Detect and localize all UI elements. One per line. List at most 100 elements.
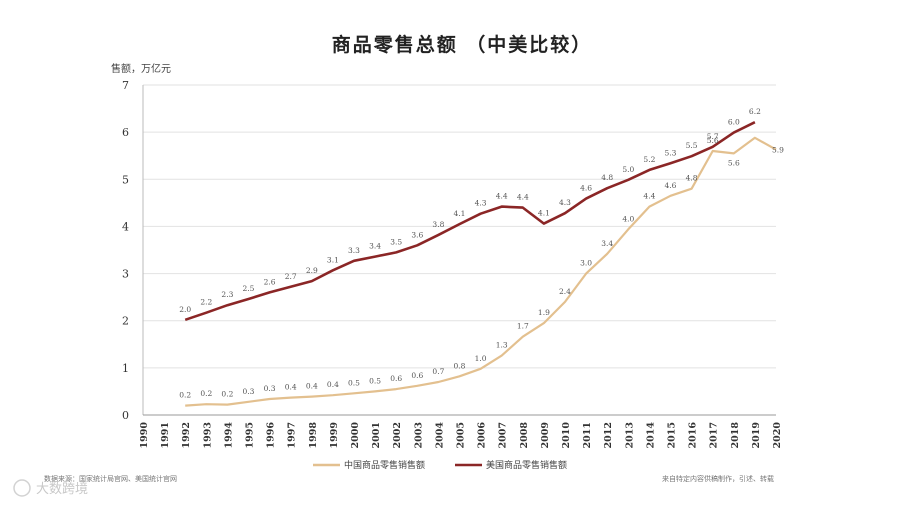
x-tick-label: 2018 xyxy=(730,422,741,449)
gridlines xyxy=(143,84,776,369)
series-line-china xyxy=(185,136,777,407)
x-tick-label: 2001 xyxy=(371,422,382,448)
data-label-usa: 2.2 xyxy=(200,298,212,307)
x-tick-label: 1996 xyxy=(266,422,277,449)
data-label-usa: 4.1 xyxy=(454,209,466,218)
y-axis-label: 售额，万亿元 xyxy=(111,62,171,75)
data-label-usa: 3.4 xyxy=(369,242,381,251)
data-label-usa: 5.7 xyxy=(707,132,719,141)
data-label-china: 4.8 xyxy=(686,174,698,183)
x-tick-label: 2010 xyxy=(561,422,572,449)
x-tick-label: 2020 xyxy=(772,422,783,449)
data-label-china: 0.6 xyxy=(411,371,423,380)
legend-label-china: 中国商品零售销售额 xyxy=(344,459,425,471)
data-label-china: 0.5 xyxy=(348,378,360,387)
data-labels: 0.2 0.2 0.2 0.3 0.3 0.4 0.4 0.4 0.5 0.5 0.6 0.6 0.7 0… xyxy=(179,107,784,399)
data-label-china: 0.4 xyxy=(306,382,318,391)
data-label-china: 0.6 xyxy=(390,374,402,383)
y-tick-label: 7 xyxy=(122,79,129,92)
x-tick-label: 1990 xyxy=(139,422,150,449)
data-label-usa: 5.3 xyxy=(665,148,677,157)
y-tick-label: 2 xyxy=(122,315,129,328)
x-tick-label: 1991 xyxy=(160,422,171,448)
x-tick-label: 1999 xyxy=(329,422,340,449)
data-label-usa: 3.6 xyxy=(411,230,423,239)
data-label-usa: 2.3 xyxy=(221,290,233,299)
data-label-china: 4.4 xyxy=(643,192,655,201)
data-label-china: 0.3 xyxy=(264,384,276,393)
x-tick-label: 2017 xyxy=(709,422,720,448)
x-tick-label: 2008 xyxy=(519,422,530,449)
data-label-china: 1.7 xyxy=(517,322,529,331)
x-tick-label: 2002 xyxy=(392,422,403,448)
data-label-china: 5.6 xyxy=(728,158,740,167)
x-tick-label: 2005 xyxy=(456,422,467,448)
source-note: 数据来源：国家统计局官网、美国统计官网 xyxy=(44,474,177,483)
x-tick-label: 2019 xyxy=(751,422,762,449)
axes: 0 1 2 3 4 5 6 7 1990 1991 1992 1993 1994 1995 1996 1997… xyxy=(122,79,783,448)
x-tick-label: 2013 xyxy=(624,422,635,448)
y-tick-label: 5 xyxy=(122,173,129,186)
series-line-usa xyxy=(184,121,756,322)
data-label-usa: 2.0 xyxy=(179,305,191,314)
x-tick-label: 2011 xyxy=(582,422,593,448)
data-label-china: 5.6 xyxy=(707,136,719,145)
x-tick-label: 2015 xyxy=(667,422,678,448)
data-label-china: 0.2 xyxy=(221,390,233,399)
data-label-usa: 4.8 xyxy=(601,173,613,182)
data-label-usa: 5.2 xyxy=(643,155,655,164)
x-tick-label: 2009 xyxy=(540,422,551,449)
data-label-usa: 6.0 xyxy=(728,118,740,127)
x-tick-label: 2016 xyxy=(688,422,699,449)
data-label-usa: 5.0 xyxy=(622,165,634,174)
data-label-china: 0.2 xyxy=(200,389,212,398)
series-lines xyxy=(184,121,777,407)
legend: 中国商品零售销售额 美国商品零售销售额 xyxy=(313,459,567,471)
data-label-china: 0.8 xyxy=(454,361,466,370)
data-label-china: 1.3 xyxy=(496,341,508,350)
data-label-china: 1.0 xyxy=(475,354,487,363)
y-tick-label: 6 xyxy=(122,126,129,139)
data-label-usa: 2.7 xyxy=(285,272,297,281)
watermark-logo: 大数跨境 xyxy=(13,479,88,497)
watermark-text: 大数跨境 xyxy=(36,482,88,497)
x-tick-label: 1995 xyxy=(245,422,256,448)
chart-title: 商品零售总额 （中美比较） xyxy=(332,33,593,56)
x-tick-label: 2014 xyxy=(645,422,656,449)
data-label-china: 2.4 xyxy=(559,287,571,296)
data-label-china: 0.4 xyxy=(327,380,339,389)
data-label-usa: 4.3 xyxy=(475,199,487,208)
x-tick-label: 2003 xyxy=(413,422,424,448)
data-label-usa: 4.3 xyxy=(559,198,571,207)
y-tick-label: 3 xyxy=(122,268,129,281)
source-note-right: 来自特定内容供稿制作，引述、转载 xyxy=(662,474,774,483)
data-label-china: 0.2 xyxy=(179,391,191,400)
data-label-usa: 4.6 xyxy=(580,184,592,193)
data-label-usa: 4.4 xyxy=(517,193,529,202)
y-tick-label: 0 xyxy=(122,409,129,422)
x-tick-label: 2012 xyxy=(603,422,614,448)
data-label-china: 0.7 xyxy=(432,367,444,376)
y-tick-label: 4 xyxy=(122,220,129,233)
data-label-china: 1.9 xyxy=(538,308,550,317)
data-label-usa: 3.1 xyxy=(327,255,339,264)
data-label-usa: 4.1 xyxy=(538,209,550,218)
x-tick-label: 2004 xyxy=(434,422,445,449)
data-label-usa: 3.5 xyxy=(390,237,402,246)
data-label-usa: 4.4 xyxy=(496,192,508,201)
x-tick-label: 1997 xyxy=(287,422,298,448)
data-label-china-extra: 5.9 xyxy=(772,146,784,155)
data-label-usa: 2.5 xyxy=(243,284,255,293)
x-tick-label: 2000 xyxy=(350,422,361,449)
data-label-usa: 3.3 xyxy=(348,246,360,255)
data-label-china: 0.5 xyxy=(369,376,381,385)
x-tick-label: 1994 xyxy=(223,422,234,449)
data-label-usa: 6.2 xyxy=(749,107,761,116)
data-label-china: 3.0 xyxy=(580,259,592,268)
x-tick-label: 1992 xyxy=(181,422,192,448)
y-tick-label: 1 xyxy=(122,362,129,375)
legend-label-usa: 美国商品零售销售额 xyxy=(486,459,567,471)
data-label-usa: 2.6 xyxy=(264,277,276,286)
data-label-china: 4.0 xyxy=(622,214,634,223)
